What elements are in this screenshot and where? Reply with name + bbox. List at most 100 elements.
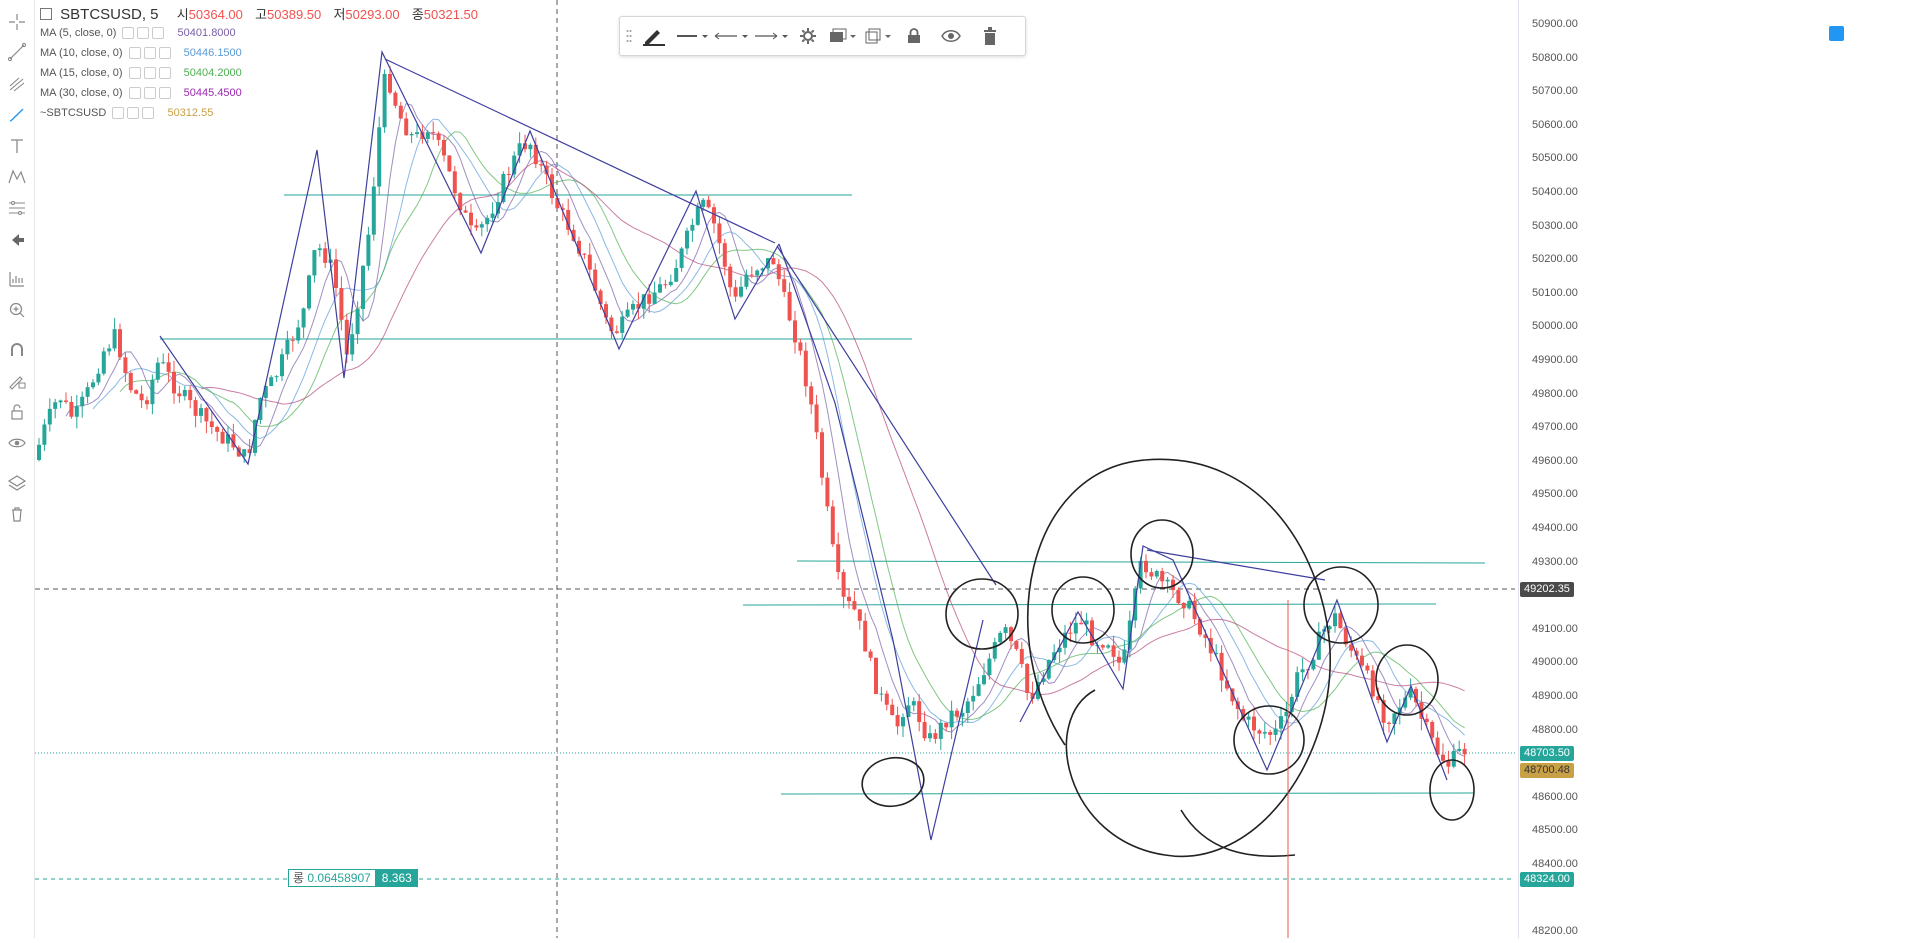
candle-body[interactable] xyxy=(1241,709,1246,720)
candle-body[interactable] xyxy=(598,290,603,305)
candle-body[interactable] xyxy=(485,217,490,225)
candle-body[interactable] xyxy=(1025,663,1030,693)
candle-body[interactable] xyxy=(431,132,436,134)
candle-body[interactable] xyxy=(1446,760,1451,767)
candle-body[interactable] xyxy=(1219,652,1224,681)
candle-body[interactable] xyxy=(1068,632,1073,634)
candle-body[interactable] xyxy=(1030,692,1035,699)
candle-body[interactable] xyxy=(134,390,139,394)
candle-body[interactable] xyxy=(825,477,830,507)
candle-body[interactable] xyxy=(1198,619,1202,635)
candle-body[interactable] xyxy=(226,434,230,444)
candle-body[interactable] xyxy=(1073,622,1078,634)
candle-body[interactable] xyxy=(1430,721,1435,738)
candle-body[interactable] xyxy=(204,408,209,422)
price-axis[interactable] xyxy=(1518,0,1915,938)
candle-body[interactable] xyxy=(404,118,409,136)
candle-body[interactable] xyxy=(350,334,355,355)
candle-body[interactable] xyxy=(1111,645,1116,657)
candle-body[interactable] xyxy=(620,316,625,333)
eye-icon[interactable] xyxy=(128,67,141,80)
candle-body[interactable] xyxy=(749,274,754,276)
candle-body[interactable] xyxy=(64,400,68,402)
candle-body[interactable] xyxy=(793,320,797,343)
candle-body[interactable] xyxy=(1435,737,1440,755)
candle-body[interactable] xyxy=(566,209,571,230)
candle-body[interactable] xyxy=(668,281,673,286)
zigzag-right[interactable] xyxy=(1019,545,1448,781)
ruler-icon[interactable] xyxy=(5,267,29,291)
candle-body[interactable] xyxy=(625,309,630,317)
candle-body[interactable] xyxy=(1084,620,1089,625)
lock-icon[interactable] xyxy=(5,400,29,424)
candle-body[interactable] xyxy=(166,362,171,372)
zigzag-down[interactable] xyxy=(778,243,984,841)
candle-body[interactable] xyxy=(922,722,927,739)
candle-body[interactable] xyxy=(798,342,803,351)
candle-body[interactable] xyxy=(1149,572,1154,577)
candle-body[interactable] xyxy=(901,717,905,727)
candle-body[interactable] xyxy=(1192,600,1197,620)
indicator-compare[interactable]: ~SBTCSUSD 50312.55 xyxy=(40,107,213,120)
candle-body[interactable] xyxy=(1246,716,1251,720)
candle-body[interactable] xyxy=(722,243,727,267)
candle-body[interactable] xyxy=(215,427,220,432)
trendline-down[interactable] xyxy=(776,245,997,586)
candle-body[interactable] xyxy=(415,132,419,135)
hline-4[interactable] xyxy=(742,603,1437,606)
candle-body[interactable] xyxy=(42,424,47,445)
hline-5[interactable] xyxy=(780,792,1474,795)
candle-body[interactable] xyxy=(739,286,743,297)
candle-body[interactable] xyxy=(263,386,268,398)
candle-body[interactable] xyxy=(355,308,360,335)
candle-body[interactable] xyxy=(1090,620,1094,646)
candle-body[interactable] xyxy=(1154,571,1159,577)
candle-body[interactable] xyxy=(847,596,851,602)
candle-body[interactable] xyxy=(960,713,965,717)
candle-body[interactable] xyxy=(1106,645,1111,648)
prediction-icon[interactable] xyxy=(5,196,29,220)
candle-body[interactable] xyxy=(107,348,112,352)
candle-body[interactable] xyxy=(172,371,176,394)
candle-body[interactable] xyxy=(1387,722,1391,725)
candle-body[interactable] xyxy=(393,92,398,106)
candle-body[interactable] xyxy=(1225,680,1229,689)
candle-body[interactable] xyxy=(712,207,716,224)
candle-body[interactable] xyxy=(1165,579,1170,582)
candle-body[interactable] xyxy=(879,693,884,695)
candle-body[interactable] xyxy=(220,431,225,444)
candle-body[interactable] xyxy=(442,139,446,156)
settings-icon[interactable] xyxy=(143,67,156,80)
close-icon[interactable] xyxy=(158,67,171,80)
candle-body[interactable] xyxy=(1203,634,1208,638)
candle-body[interactable] xyxy=(209,421,214,428)
candle-body[interactable] xyxy=(982,675,986,685)
pencil-icon[interactable] xyxy=(640,26,666,46)
candle-body[interactable] xyxy=(706,199,711,208)
candle-body[interactable] xyxy=(69,401,74,417)
candle-body[interactable] xyxy=(647,294,652,304)
candle-body[interactable] xyxy=(188,389,193,401)
candle-body[interactable] xyxy=(307,275,311,309)
candle-body[interactable] xyxy=(85,387,90,397)
candle-body[interactable] xyxy=(118,329,122,358)
candle-body[interactable] xyxy=(1014,641,1019,649)
candle-body[interactable] xyxy=(1424,718,1429,722)
clone-icon[interactable] xyxy=(864,26,894,46)
eye-icon[interactable] xyxy=(128,87,141,100)
settings-icon[interactable] xyxy=(143,87,156,100)
back-arrow-icon[interactable] xyxy=(5,228,29,252)
candle-body[interactable] xyxy=(1441,754,1445,761)
candle-body[interactable] xyxy=(382,73,387,128)
candle-body[interactable] xyxy=(911,701,916,706)
big-circle-annotation[interactable] xyxy=(1027,458,1331,858)
candle-body[interactable] xyxy=(895,715,900,727)
candle-body[interactable] xyxy=(1122,649,1127,663)
candle-body[interactable] xyxy=(199,408,203,416)
candle-body[interactable] xyxy=(614,331,619,333)
candle-body[interactable] xyxy=(398,105,403,119)
candle-body[interactable] xyxy=(1176,590,1181,603)
candle-body[interactable] xyxy=(1397,707,1402,714)
candle-body[interactable] xyxy=(1289,696,1294,712)
candle-body[interactable] xyxy=(884,693,889,705)
